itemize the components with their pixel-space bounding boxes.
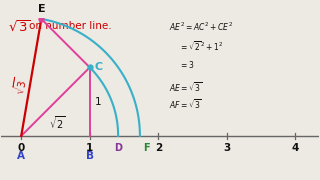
Text: $= \sqrt{2}^{\,2} + 1^2$: $= \sqrt{2}^{\,2} + 1^2$ — [179, 40, 223, 53]
Text: E: E — [37, 4, 45, 14]
Text: 4: 4 — [292, 143, 299, 153]
Text: 3: 3 — [223, 143, 230, 153]
Text: 2: 2 — [155, 143, 162, 153]
Text: on number line.: on number line. — [29, 21, 112, 31]
Text: 0: 0 — [18, 143, 25, 153]
Text: B: B — [86, 151, 94, 161]
Text: A: A — [17, 151, 25, 161]
Text: 1: 1 — [86, 143, 93, 153]
Text: $\sqrt{3}$: $\sqrt{3}$ — [8, 19, 30, 35]
Text: $AE = \sqrt{3}$: $AE = \sqrt{3}$ — [169, 80, 202, 94]
Text: $\sqrt{2}$: $\sqrt{2}$ — [49, 114, 66, 131]
Text: D: D — [114, 143, 122, 153]
Text: 1: 1 — [95, 97, 102, 107]
Text: F: F — [143, 143, 149, 153]
Text: $AE^2 = AC^2 + CE^2$: $AE^2 = AC^2 + CE^2$ — [169, 21, 233, 33]
Text: $= 3$: $= 3$ — [179, 59, 195, 70]
Text: $\sqrt{3}$: $\sqrt{3}$ — [11, 76, 30, 96]
Text: C: C — [95, 62, 103, 72]
Text: $AF = \sqrt{3}$: $AF = \sqrt{3}$ — [169, 98, 202, 111]
